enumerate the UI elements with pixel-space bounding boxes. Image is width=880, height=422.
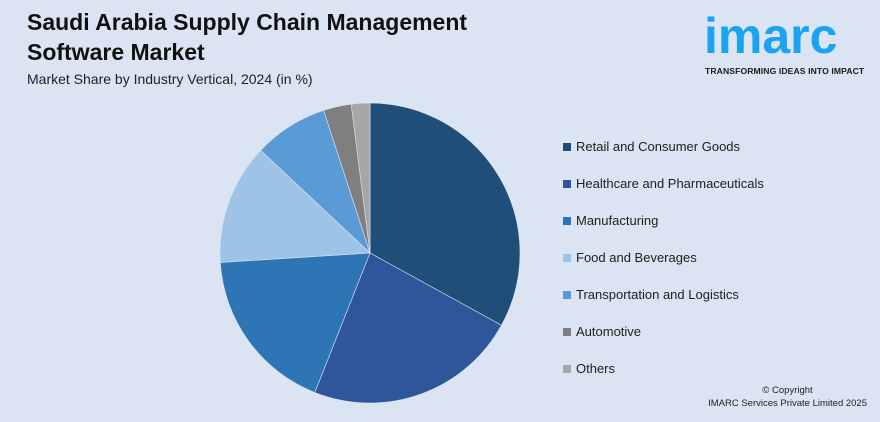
copyright-company: IMARC Services Private Limited 2025 <box>708 398 867 409</box>
legend-label: Retail and Consumer Goods <box>576 139 741 154</box>
legend-label: Healthcare and Pharmaceuticals <box>576 176 764 191</box>
chart-subtitle: Market Share by Industry Vertical, 2024 … <box>27 71 313 87</box>
logo-tagline: TRANSFORMING IDEAS INTO IMPACT <box>705 66 865 76</box>
legend-swatch <box>563 253 571 262</box>
pie-slice-others <box>350 102 371 254</box>
legend-swatch <box>563 216 571 225</box>
pie-slice-food-and-beverages <box>219 149 371 263</box>
legend-item: Others <box>563 350 764 387</box>
legend-label: Transportation and Logistics <box>576 287 739 302</box>
copyright-line: © Copyright <box>762 385 813 396</box>
legend-swatch <box>563 327 571 336</box>
legend-item: Manufacturing <box>563 202 764 239</box>
legend-label: Automotive <box>576 324 642 339</box>
logo-wordmark: imarc <box>704 8 838 64</box>
pie-slice-retail-and-consumer-goods <box>369 102 521 326</box>
legend-swatch <box>563 179 571 188</box>
legend-item: Retail and Consumer Goods <box>563 128 764 165</box>
legend-item: Transportation and Logistics <box>563 276 764 313</box>
legend-item: Food and Beverages <box>563 239 764 276</box>
legend-item: Automotive <box>563 313 764 350</box>
legend-label: Others <box>576 361 616 376</box>
pie-slice-manufacturing <box>219 252 371 393</box>
chart-legend: Retail and Consumer Goods Healthcare and… <box>563 128 764 387</box>
pie-slice-healthcare-and-pharmaceuticals <box>314 252 502 404</box>
chart-title: Saudi Arabia Supply Chain Management Sof… <box>27 9 468 65</box>
legend-label: Manufacturing <box>576 213 659 228</box>
legend-swatch <box>563 290 571 299</box>
copyright-notice: © Copyright IMARC Services Private Limit… <box>708 384 867 410</box>
legend-label: Food and Beverages <box>576 250 697 265</box>
legend-swatch <box>563 364 571 373</box>
legend-swatch <box>563 142 571 151</box>
imarc-logo: imarc TRANSFORMING IDEAS INTO IMPACT <box>700 6 875 78</box>
legend-item: Healthcare and Pharmaceuticals <box>563 165 764 202</box>
